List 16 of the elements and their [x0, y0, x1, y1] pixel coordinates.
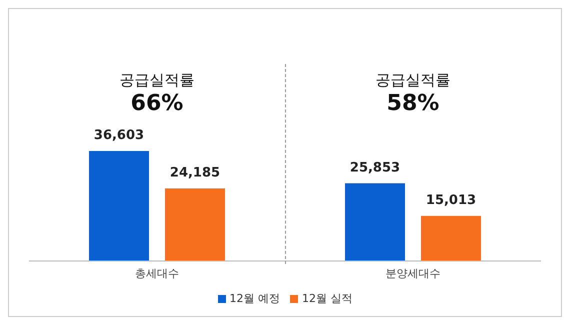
- bar: [421, 216, 481, 261]
- text: 공급실적률: [118, 71, 196, 90]
- data-label: 36,603: [94, 128, 144, 143]
- bar: [165, 188, 225, 261]
- text: 58%: [386, 91, 440, 116]
- legend-label: 12월 예정: [228, 291, 280, 306]
- data-label: 24,185: [170, 165, 220, 180]
- x-tick-label: 총세대수: [135, 266, 179, 280]
- text: 공급실적률: [374, 71, 452, 90]
- data-label: 15,013: [426, 192, 476, 208]
- bar: [345, 183, 405, 261]
- x-tick-label: 분양세대수: [386, 266, 440, 280]
- bar: [89, 151, 149, 261]
- data-label: 25,853: [350, 160, 400, 176]
- legend-label: 12월 실적: [301, 291, 352, 306]
- text: 66%: [130, 91, 184, 116]
